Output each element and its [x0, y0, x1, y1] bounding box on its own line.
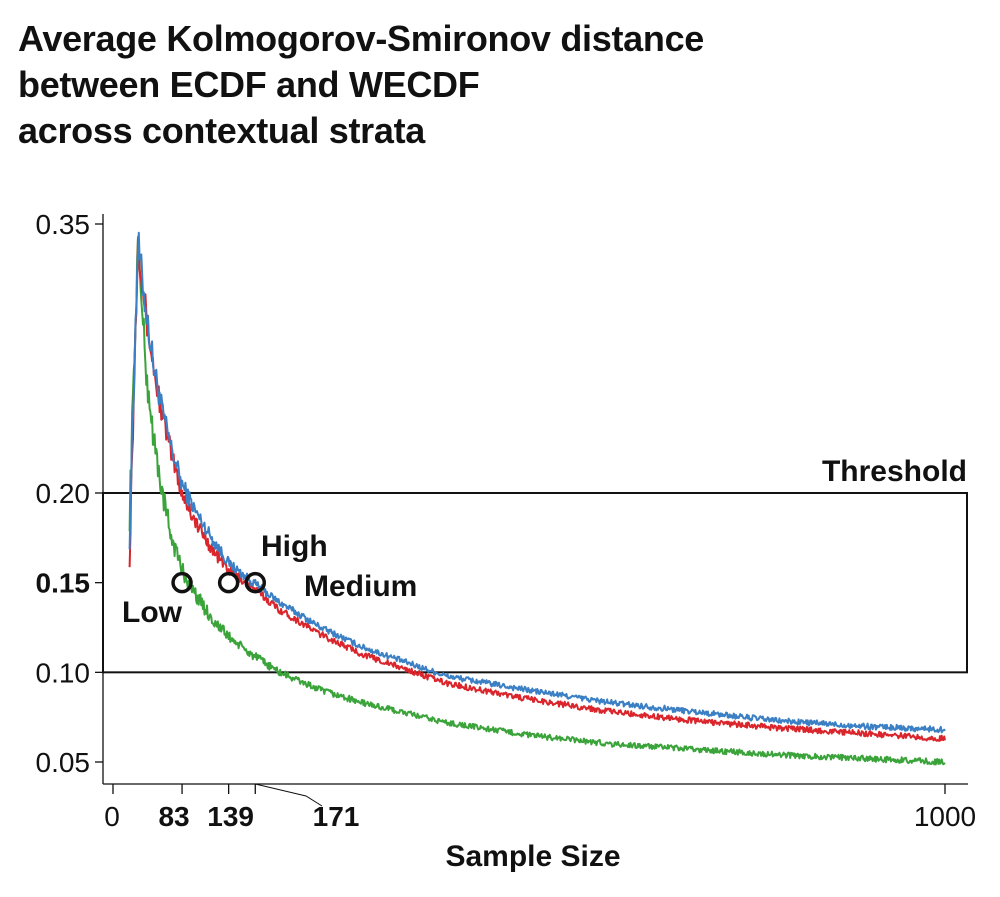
chart-title-line-3: across contextual strata	[18, 110, 425, 151]
series-line-high	[128, 231, 946, 734]
threshold-band-group: Threshold	[102, 455, 968, 674]
y-tick-label: 0.10	[36, 657, 91, 688]
y-tick-label: 0.20	[36, 478, 91, 509]
x-tick-label: 0	[104, 801, 120, 832]
axes: 0.35 0.20 0.15 0.10 0.05 0 83 139 171 1000 Sample …	[36, 209, 977, 873]
series-label-low: Low	[122, 596, 183, 629]
y-tick-label: 0.15	[36, 568, 91, 599]
x-tick-label: 171	[313, 801, 360, 832]
y-tick-label: 0.35	[36, 209, 91, 240]
chart-title: Average Kolmogorov-Smironov distance bet…	[18, 16, 918, 154]
x-tick-label: 1000	[914, 801, 976, 832]
crossing-marker-high	[217, 571, 240, 594]
chart-title-line-2: between ECDF and WECDF	[18, 64, 480, 105]
x-tick-label: 83	[158, 801, 189, 832]
chart-labels: Low High Medium	[122, 530, 417, 629]
crossing-marker-low	[171, 571, 193, 594]
threshold-band	[102, 492, 968, 674]
series-line-low	[128, 235, 946, 766]
series-label-medium: Medium	[304, 570, 417, 603]
y-tick-label: 0.05	[36, 747, 91, 778]
x-axis-title: Sample Size	[445, 840, 620, 873]
x-tick-label: 139	[207, 801, 254, 832]
chart-title-line-1: Average Kolmogorov-Smironov distance	[18, 18, 705, 59]
series-lines	[128, 231, 946, 766]
x-tick-leader-171	[255, 783, 323, 807]
crossing-marker-medium	[244, 571, 267, 594]
series-line-medium	[128, 237, 946, 742]
threshold-label: Threshold	[822, 455, 967, 488]
series-label-high: High	[261, 530, 328, 563]
crossing-markers	[171, 571, 267, 594]
